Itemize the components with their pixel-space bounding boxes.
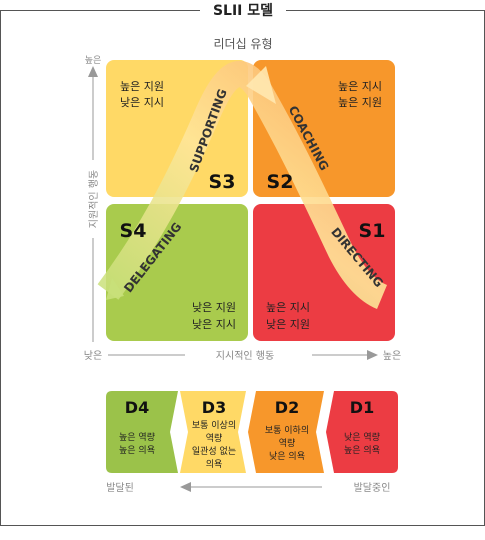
d3-code: D3 [202, 398, 226, 417]
d3-line1: 보통 이상의 [192, 420, 236, 431]
d4-line2: 높은 의욕 [119, 445, 155, 456]
s3-line2: 낮은 지시 [120, 96, 164, 109]
dev-d2-shape [248, 391, 324, 473]
y-axis-high: 높은 [85, 55, 102, 66]
dev-axis-right-label: 발달중인 [354, 482, 391, 494]
s2-code: S2 [267, 171, 294, 193]
d4-line1: 높은 역량 [119, 431, 155, 443]
x-axis-arrow-icon [367, 350, 378, 360]
s1-code: S1 [359, 220, 386, 242]
s4-code: S4 [120, 220, 147, 242]
dev-axis-left-label: 발달된 [106, 482, 134, 494]
d3-line4: 의욕 [206, 459, 223, 470]
diagram-title: SLII 모델 [213, 3, 273, 19]
d1-code: D1 [350, 398, 374, 417]
d2-code: D2 [275, 398, 299, 417]
s2-line2: 높은 지원 [338, 96, 382, 109]
x-axis-high: 높은 [383, 350, 401, 362]
d3-line2: 역량 [206, 432, 223, 444]
y-axis-label: 지원적인 행동 [88, 170, 100, 228]
s2-line1: 높은 지시 [338, 80, 382, 93]
leadership-style-label: 리더십 유형 [213, 37, 272, 51]
curve-arrowhead-left-icon [106, 278, 124, 300]
s4-line2: 낮은 지시 [192, 318, 236, 331]
dev-d1-shape [326, 391, 398, 473]
quadrant-s1 [253, 204, 395, 341]
curve-arrowhead-icon [246, 66, 276, 104]
dev-d4-shape [106, 391, 178, 473]
s3-line1: 높은 지원 [120, 80, 164, 93]
d2-line2: 역량 [279, 437, 296, 449]
dev-axis-arrow-icon [180, 482, 191, 492]
x-axis-low: 낮은 [84, 350, 102, 362]
d2-line3: 낮은 의욕 [269, 451, 305, 462]
s1-line1: 높은 지시 [266, 301, 310, 314]
d2-line1: 보통 이하의 [265, 425, 309, 436]
dev-d3-shape [180, 391, 246, 473]
s4-line1: 낮은 지원 [192, 301, 236, 314]
y-axis-arrow-icon [88, 66, 98, 77]
d4-code: D4 [125, 398, 149, 417]
d1-line1: 낮은 역량 [344, 431, 380, 443]
d3-line3: 일관성 없는 [192, 446, 236, 457]
s3-code: S3 [209, 171, 236, 193]
x-axis-label: 지시적인 행동 [216, 350, 274, 362]
d1-line2: 높은 의욕 [344, 445, 380, 456]
s1-line2: 낮은 지원 [266, 318, 310, 331]
